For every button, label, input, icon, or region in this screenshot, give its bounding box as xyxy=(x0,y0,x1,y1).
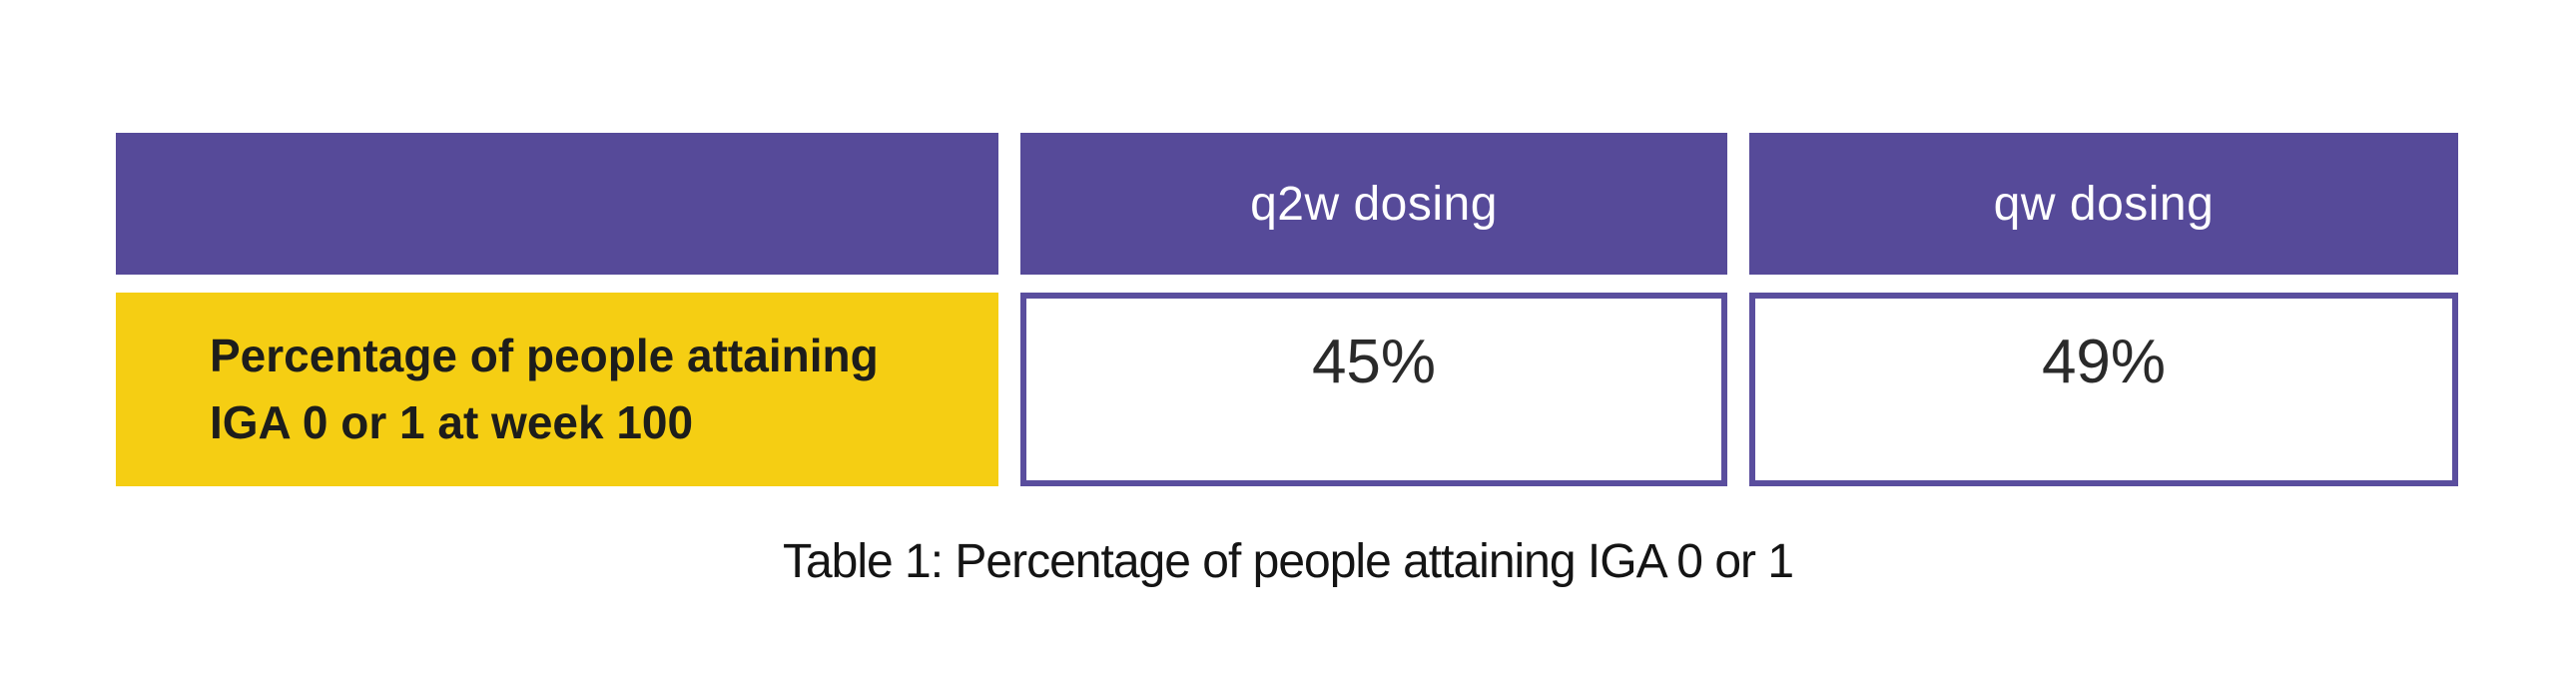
column-header-q2w-label: q2w dosing xyxy=(1250,177,1498,231)
data-table: q2w dosing qw dosing Percentage of peopl… xyxy=(116,133,2458,486)
header-cell-blank xyxy=(116,133,998,275)
value-q2w: 45% xyxy=(1311,328,1437,396)
column-header-qw-label: qw dosing xyxy=(1993,177,2215,231)
value-cell-q2w: 45% xyxy=(1020,293,1727,486)
header-cell-q2w: q2w dosing xyxy=(1020,133,1727,275)
value-cell-qw: 49% xyxy=(1749,293,2458,486)
value-qw: 49% xyxy=(2041,328,2167,396)
header-cell-qw: qw dosing xyxy=(1749,133,2458,275)
row-header-line-2: IGA 0 or 1 at week 100 xyxy=(210,396,694,448)
row-header-cell: Percentage of people attaining IGA 0 or … xyxy=(116,293,998,486)
row-header-line-1: Percentage of people attaining xyxy=(210,330,879,381)
table-caption: Table 1: Percentage of people attaining … xyxy=(782,535,1794,588)
